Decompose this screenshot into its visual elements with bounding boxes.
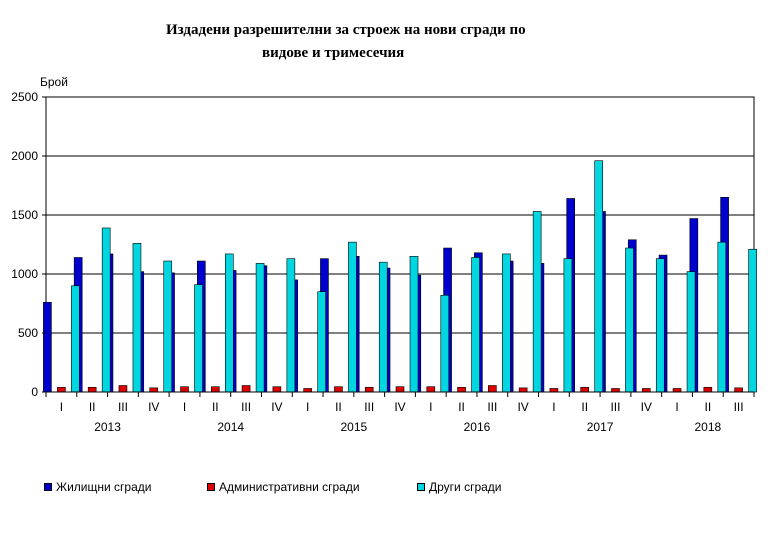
x-tick-label: I [675,400,678,414]
bar [564,259,572,392]
x-tick-label: I [429,400,432,414]
x-tick-label: II [458,400,465,414]
bar [441,295,449,392]
plot-frame [46,97,754,392]
bar [242,386,250,392]
x-tick-label: II [212,400,219,414]
x-tick-label: IV [394,400,405,414]
x-tick-label: I [306,400,309,414]
bar [211,387,219,392]
x-tick-label: IV [641,400,652,414]
year-label: 2017 [587,420,614,434]
bar [225,254,233,392]
bar [318,292,326,392]
bar [150,388,158,392]
bar [348,242,356,392]
x-tick-label: II [581,400,588,414]
bar [458,387,466,392]
bar [519,388,527,392]
legend-swatch-other [417,483,425,491]
bar [410,256,418,392]
x-tick-label: I [183,400,186,414]
y-tick-label: 0 [31,385,38,399]
x-tick-label: I [60,400,63,414]
x-tick-label: I [552,400,555,414]
x-tick-label: IV [148,400,159,414]
bar [704,387,712,392]
bar [102,228,110,392]
bar [365,387,373,392]
legend-label-administrative: Административни сгради [219,480,360,494]
bar [472,257,480,392]
y-tick-label: 1000 [11,267,38,281]
x-tick-label: III [734,400,744,414]
x-tick-label: IV [517,400,528,414]
bar [735,388,743,392]
x-tick-label: III [118,400,128,414]
bars [43,161,756,392]
y-tick-label: 500 [18,326,38,340]
bar [181,387,189,392]
x-tick-label: III [487,400,497,414]
x-tick-label: II [704,400,711,414]
x-tick-label: III [610,400,620,414]
gridlines [46,97,754,392]
bar [673,388,681,392]
bar [718,242,726,392]
x-tick-label: III [364,400,374,414]
bar [595,161,603,392]
bar [119,386,127,392]
bar [71,286,79,392]
bar [43,302,51,392]
y-tick-label: 1500 [11,208,38,222]
y-tick-label: 2500 [11,90,38,104]
legend-swatch-residential [44,483,52,491]
y-tick-label: 2000 [11,149,38,163]
x-tick-label: II [335,400,342,414]
bar [164,261,172,392]
year-label: 2015 [340,420,367,434]
bar [304,388,312,392]
x-tick-label: II [89,400,96,414]
legend-item-residential: Жилищни сгради [44,480,151,494]
bar [287,259,295,392]
bar [379,262,387,392]
bar [581,387,589,392]
bar [550,388,558,392]
bar [749,249,757,392]
bar [488,386,496,392]
legend-swatch-administrative [207,483,215,491]
y-axis-label: Брой [40,75,68,89]
bar [533,211,541,392]
bar [625,248,633,392]
bar [687,272,695,392]
x-tick-label: III [241,400,251,414]
bar [88,387,96,392]
legend-item-other: Други сгради [417,480,502,494]
bar [427,387,435,392]
bar [656,259,664,392]
bar [133,243,141,392]
bar [57,387,65,392]
bar [396,387,404,392]
bar [611,388,619,392]
year-label: 2013 [94,420,121,434]
year-label: 2018 [694,420,721,434]
bar [256,263,264,392]
year-label: 2014 [217,420,244,434]
bar [273,387,281,392]
bar [334,387,342,392]
legend-label-residential: Жилищни сгради [56,480,151,494]
bar [642,388,650,392]
legend-item-administrative: Административни сгради [207,480,360,494]
x-tick-label: IV [271,400,282,414]
bar [195,285,203,392]
bar [502,254,510,392]
legend-label-other: Други сгради [429,480,502,494]
year-label: 2016 [464,420,491,434]
